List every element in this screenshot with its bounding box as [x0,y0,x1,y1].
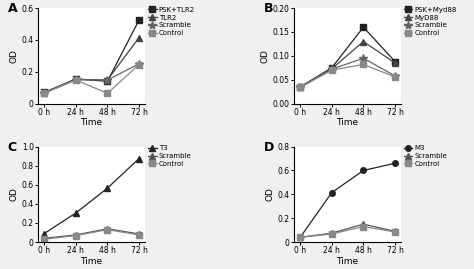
Text: C: C [8,141,17,154]
Line: TLR2: TLR2 [41,35,142,95]
Scramble [329,68,335,71]
M3 [329,191,335,194]
Scramble [136,62,142,65]
Scramble [136,232,142,236]
Line: Scramble: Scramble [41,226,142,241]
Scramble [329,232,335,235]
Scramble [105,227,110,230]
Control [73,234,79,237]
M3 [297,236,303,239]
Scramble [297,86,303,89]
PSK+Myd88 [297,85,303,89]
Control [105,92,110,95]
TLR2 [73,78,79,81]
PSK+TLR2 [105,80,110,83]
T3 [41,232,47,235]
TLR2 [136,36,142,39]
Control [136,233,142,236]
PSK+TLR2 [136,18,142,22]
Legend: PSK+Myd88, MyD88, Scramble, Control: PSK+Myd88, MyD88, Scramble, Control [403,6,458,37]
Control [297,236,303,239]
Control [73,79,79,82]
M3 [361,169,366,172]
Line: Control: Control [297,62,398,90]
Line: MyD88: MyD88 [297,39,398,90]
PSK+Myd88 [361,26,366,29]
PSK+TLR2 [41,91,47,94]
PSK+Myd88 [329,66,335,69]
Control [392,230,398,233]
Text: B: B [264,2,273,15]
Scramble [73,78,79,81]
X-axis label: Time: Time [81,257,103,266]
TLR2 [105,79,110,82]
MyD88 [361,40,366,43]
Scramble [361,56,366,60]
Control [41,238,47,241]
Scramble [297,236,303,239]
Control [329,69,335,72]
Control [329,232,335,236]
MyD88 [329,67,335,70]
Scramble [41,91,47,94]
Line: PSK+TLR2: PSK+TLR2 [41,17,142,95]
Y-axis label: OD: OD [266,187,275,201]
Line: Control: Control [41,62,142,96]
MyD88 [297,86,303,89]
Scramble [41,237,47,240]
Text: D: D [264,141,274,154]
Control [105,228,110,231]
Control [392,75,398,79]
T3 [73,211,79,215]
Control [297,86,303,89]
X-axis label: Time: Time [81,118,103,127]
Legend: M3, Scramble, Control: M3, Scramble, Control [403,145,448,168]
T3 [136,157,142,160]
Line: T3: T3 [41,156,142,236]
X-axis label: Time: Time [337,118,359,127]
Control [136,63,142,66]
T3 [105,186,110,190]
Control [361,63,366,66]
Line: Scramble: Scramble [297,221,398,240]
Line: Scramble: Scramble [296,54,399,91]
Control [361,225,366,228]
Line: Control: Control [41,227,142,242]
Scramble [73,233,79,236]
Text: A: A [8,2,18,15]
X-axis label: Time: Time [337,257,359,266]
Scramble [361,222,366,226]
Scramble [392,230,398,233]
TLR2 [41,91,47,94]
Scramble [105,79,110,82]
Scramble [392,74,398,77]
M3 [392,162,398,165]
Line: PSK+Myd88: PSK+Myd88 [297,24,398,90]
Line: Scramble: Scramble [40,60,143,97]
Y-axis label: OD: OD [10,187,19,201]
MyD88 [392,61,398,65]
Line: Control: Control [297,224,398,240]
Y-axis label: OD: OD [10,49,19,63]
Line: M3: M3 [297,161,398,240]
Y-axis label: OD: OD [261,49,270,63]
Control [41,92,47,95]
PSK+TLR2 [73,77,79,80]
PSK+Myd88 [392,60,398,63]
Legend: T3, Scramble, Control: T3, Scramble, Control [147,145,192,168]
Legend: PSK+TLR2, TLR2, Scramble, Control: PSK+TLR2, TLR2, Scramble, Control [147,6,195,37]
